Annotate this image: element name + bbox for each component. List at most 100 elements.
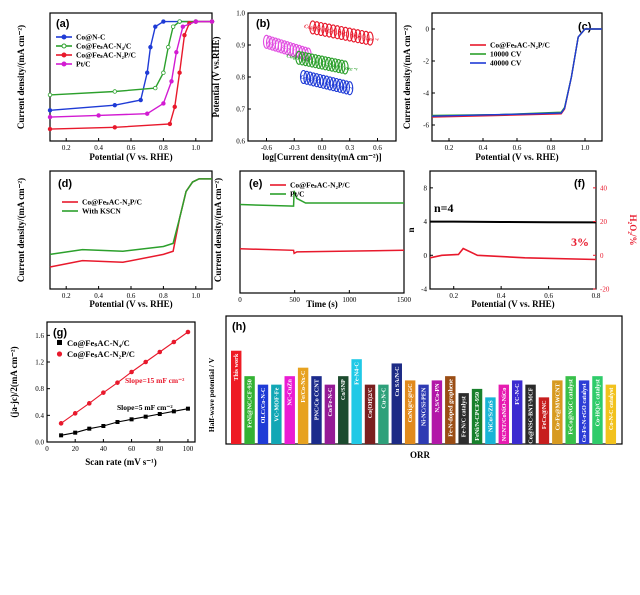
series-1-point-9: [185, 329, 191, 335]
series-3-marker-2: [306, 71, 314, 86]
x-tick-label-3: 1500: [397, 296, 412, 304]
x-tick-label-2: 0.0: [318, 144, 327, 152]
panel-c-ticks: 0.2 0.4 0.6 0.8 1.0 0 -2 -4 -6: [423, 26, 590, 153]
panel-d: (d) Potential (V vs. RHE) Current densit…: [16, 170, 213, 309]
series-line-3: [49, 20, 212, 118]
panel-g-legend: Co@FeₛAC-N₄/CCo@FeₛAC-N₂P/C: [56, 338, 135, 359]
series-1-point-5: [170, 24, 176, 29]
series-0-point-6: [161, 19, 166, 24]
panel-f-annotation-pct: 3%: [571, 235, 589, 249]
bar-label-8: Co/SNP: [340, 379, 347, 400]
panel-e-label: (e): [249, 178, 263, 190]
panel-a-ticks: 0.2 0.4 0.6 0.8 1.0: [62, 138, 201, 152]
bar-label-2: OLC/Co-N-C: [260, 388, 267, 424]
panel-f-ylabel-right: H₂O₂/%: [628, 215, 638, 246]
series-1-point-3: [161, 70, 166, 75]
series-0-point-4: [115, 420, 120, 424]
panel-d-plot: [49, 178, 212, 268]
series-0-point-2: [87, 426, 92, 431]
series-line-1: [49, 178, 212, 256]
series-line-0: [239, 248, 405, 255]
bar-16: [445, 376, 456, 444]
series-1-point-2: [86, 401, 92, 406]
series-0-point-7: [157, 412, 162, 416]
left-y-tick-label-2: 0: [424, 252, 428, 260]
x-tick-label-2: 0.6: [513, 144, 522, 152]
series-3-marker-11: [336, 78, 344, 93]
series-3-point-2: [144, 111, 150, 116]
x-tick-label-0: 0.2: [449, 292, 458, 300]
bar-label-27: Co-HQ/C catalyst: [594, 378, 601, 426]
bar-4: [284, 376, 295, 444]
panel-a-plot: [47, 19, 215, 132]
left-y-tick-label-3: -6: [423, 122, 429, 130]
panel-c: (c) Potential (V vs. RHE) Current densit…: [402, 12, 603, 162]
bar-label-25: FeCo@NGC catalyst: [568, 378, 575, 434]
series-1-marker-6: [333, 25, 341, 40]
series-2-marker-8: [321, 56, 329, 71]
panel-h-xlabel: ORR: [410, 450, 431, 460]
series-0-point-8: [171, 409, 176, 414]
panel-g-label: (g): [53, 327, 67, 339]
series-3-marker-0: [299, 69, 308, 85]
bar-11: [378, 384, 389, 444]
series-1-marker-10: [350, 28, 358, 43]
series-1-point-0: [58, 421, 64, 426]
bar-label-7: Co/Fe-N-C: [327, 388, 334, 417]
series-3-marker-9: [329, 77, 337, 92]
bar-21: [511, 380, 523, 444]
series-line-2: [431, 28, 602, 117]
bar-3: [271, 384, 282, 444]
legend-label-0: Co@FeₛAC-N₂P/C: [490, 41, 550, 50]
panel-d-ylabel: Current density/(mA cm⁻²): [16, 178, 26, 282]
series-1-point-6: [143, 359, 148, 365]
legend-label-0: Co@FeₛAC-N₄/C: [67, 338, 130, 348]
bar-label-19: NiCo/S/ZnS: [487, 400, 494, 432]
panel-f-xlabel: Potential (V vs. RHE): [471, 299, 554, 309]
x-tick-label-4: 1.0: [191, 144, 200, 152]
bar-6: [311, 376, 322, 444]
series-2-marker-5: [311, 54, 319, 69]
panel-b-plot: Pt/C : 95 mV dec⁻¹Co@FeₛAC-N₂P/C : 60 mV…: [262, 20, 379, 96]
bar-14: [418, 384, 429, 444]
x-tick-label-1: 0.4: [479, 144, 488, 152]
panel-h-label: (h): [232, 321, 246, 333]
panel-b-xlabel: log[Current density(mA cm⁻²)]: [262, 152, 381, 162]
series-2-marker-1: [298, 51, 306, 66]
panel-a-label: (a): [56, 18, 70, 30]
x-tick-label-3: 0.3: [345, 144, 354, 152]
bar-label-23: FeCo@NC: [541, 400, 548, 429]
left-y-tick-label-1: 0.4: [35, 412, 44, 420]
series-2-marker-11: [331, 58, 339, 73]
series-1-marker-12: [358, 29, 366, 45]
left-y-tick-label-2: 0.8: [236, 74, 245, 82]
right-y-tick-label-0: 40: [600, 184, 608, 192]
bar-label-3: VC-MOF-Fe: [273, 387, 280, 421]
bar-label-24: Co-Fe@MWCNT: [554, 383, 561, 431]
x-tick-label-4: 1.0: [581, 144, 590, 152]
series-3-point-1: [96, 113, 101, 118]
bar-label-11: Cu-N-C: [380, 388, 387, 409]
series-1-marker-9: [346, 27, 354, 42]
series-2-marker-12: [334, 58, 343, 74]
series-3-marker-1: [303, 70, 311, 85]
series-3-marker-10: [332, 77, 341, 93]
bar-18: [471, 388, 483, 444]
panel-f-axes-frame: [429, 170, 597, 290]
panel-g-ticks: 0 20 40 60 80 100 0.0 0.4 0.8 1.2 1.6: [35, 332, 193, 453]
series-1-point-1: [72, 411, 78, 416]
series-0-point-5: [153, 24, 158, 29]
series-2-point-4: [177, 70, 182, 75]
series-0-point-3: [101, 424, 106, 428]
bar-26: [578, 380, 590, 444]
series-2-point-0: [47, 126, 53, 132]
legend-label-2: 40000 CV: [490, 59, 522, 68]
series-line-n: [430, 220, 597, 224]
left-y-tick-label-3: -4: [421, 286, 427, 294]
bar-label-22: Co@NSC-BNT-MCF: [528, 387, 535, 443]
panel-a-xlabel: Potential (V vs. RHE): [89, 152, 172, 162]
series-2-marker-2: [301, 52, 310, 67]
panel-h-ylabel: Half-wave potential / V: [207, 357, 216, 432]
